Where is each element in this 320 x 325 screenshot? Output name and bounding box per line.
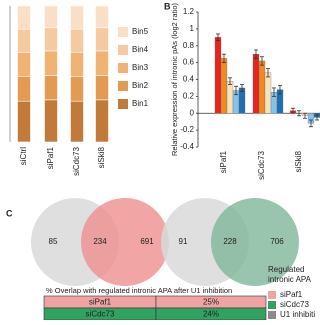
legend-swatch: [268, 301, 276, 309]
y-tick-label: 0: [190, 108, 195, 117]
bar-segment: [95, 99, 109, 143]
x-tick-label: siCdc73: [72, 146, 81, 175]
bar-segment: [95, 75, 109, 101]
venn-count: 228: [223, 237, 237, 246]
bar: [238, 87, 246, 114]
legend-swatch: [118, 27, 128, 37]
table-text: 24%: [203, 310, 219, 319]
venn-count: 91: [179, 237, 188, 246]
bar-segment: [44, 5, 58, 29]
x-tick-label: siPaf1: [219, 150, 228, 173]
y-tick-label: -0.4: [180, 142, 194, 151]
legend-label: Bin5: [132, 27, 149, 36]
legend-swatch: [268, 291, 276, 299]
x-tick-label: siCdc73: [257, 150, 266, 179]
y-tick-label: 0.8: [183, 41, 195, 50]
venn-count: 706: [270, 237, 284, 246]
legend-label: U1 inhibiti: [280, 310, 315, 319]
legend-swatch: [118, 63, 128, 73]
legend-label: Bin2: [132, 81, 149, 90]
bar-segment: [70, 76, 84, 102]
legend-label: siCdc73: [280, 300, 309, 309]
bar: [214, 37, 222, 114]
bar-segment: [17, 100, 31, 143]
venn-circle: [81, 198, 169, 286]
bar-segment: [70, 51, 84, 78]
bar: [258, 60, 266, 114]
bar-segment: [95, 27, 109, 52]
legend-label: Bin3: [132, 63, 149, 72]
y-tick-label: 0.4: [183, 75, 195, 84]
table-text: siPaf1: [89, 298, 112, 307]
bar-segment: [17, 5, 31, 30]
y-tick-label: -0.2: [180, 125, 194, 134]
panel-label: C: [6, 208, 13, 218]
bar-segment: [95, 50, 109, 76]
legend-label: Bin1: [132, 99, 149, 108]
legend-title: intronic APA: [268, 275, 312, 284]
legend-title: Regulated: [268, 265, 304, 274]
venn-count: 234: [93, 237, 107, 246]
x-tick-label: siSki8: [294, 150, 303, 172]
y-tick-label: 1.2: [183, 7, 195, 16]
bar-segment: [70, 100, 84, 143]
bar-segment: [44, 75, 58, 101]
table-text: 25%: [203, 298, 219, 307]
bar-segment: [44, 27, 58, 52]
y-axis-label: Relative expression of intronic pAs (log…: [170, 3, 179, 156]
venn-circle: [211, 198, 299, 286]
bar: [252, 54, 260, 114]
bar-segment: [17, 51, 31, 78]
legend-label: siPaf1: [280, 290, 303, 299]
x-tick-label: siSki8: [97, 146, 106, 168]
bar: [226, 81, 234, 114]
table-text: siCdc73: [86, 310, 115, 319]
x-tick-label: siPaf1: [46, 146, 55, 169]
y-tick-label: 0.6: [183, 58, 195, 67]
venn-count: 691: [140, 237, 154, 246]
y-tick-label: 1: [190, 24, 195, 33]
venn-count: 85: [49, 237, 58, 246]
panel-label: B: [164, 1, 171, 11]
legend-swatch: [118, 81, 128, 91]
bar: [220, 58, 228, 114]
bar-segment: [44, 50, 58, 76]
legend-swatch: [118, 99, 128, 109]
bar-segment: [70, 5, 84, 30]
bar: [264, 72, 272, 114]
bar-segment: [70, 28, 84, 53]
x-tick-label: siCtrl: [19, 147, 28, 165]
bar-segment: [95, 5, 109, 29]
y-tick-label: 0.2: [183, 91, 195, 100]
bar-segment: [17, 76, 31, 102]
bar-segment: [44, 99, 58, 143]
legend-swatch: [268, 311, 276, 319]
legend-label: Bin4: [132, 45, 149, 54]
table-title: % Overlap with regulated intronic APA af…: [46, 286, 232, 295]
bar-segment: [17, 28, 31, 53]
legend-swatch: [118, 45, 128, 55]
